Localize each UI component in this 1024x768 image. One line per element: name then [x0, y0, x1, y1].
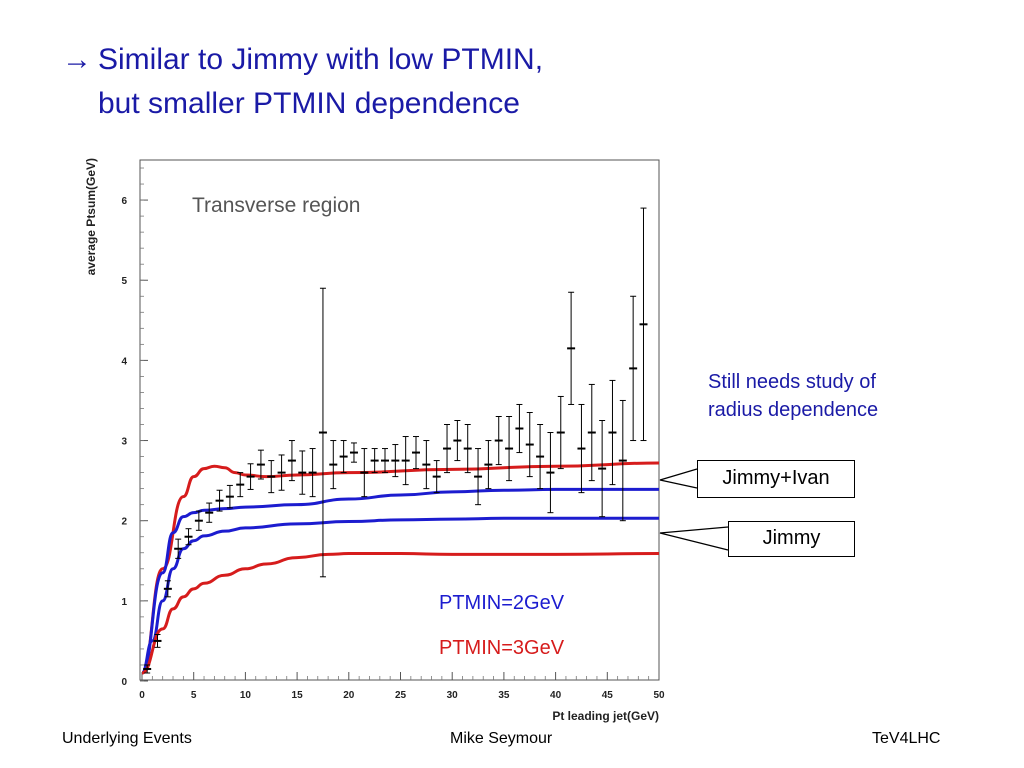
data-point: [163, 580, 172, 598]
y-axis-label: average Ptsum(GeV): [84, 158, 98, 275]
data-point: [184, 528, 193, 546]
x-tick-label: 0: [139, 690, 145, 701]
x-tick-label: 5: [191, 690, 197, 701]
data-point: [391, 444, 400, 478]
data-point: [225, 484, 234, 509]
y-tick-label: 4: [121, 356, 127, 367]
data-point: [236, 472, 245, 498]
data-point: [298, 450, 307, 495]
y-tick-label: 3: [121, 437, 127, 448]
x-tick-label: 30: [447, 690, 459, 701]
data-point: [608, 379, 617, 486]
annotation-line-2: radius dependence: [708, 399, 879, 421]
y-tick-label: 2: [121, 517, 127, 528]
data-point: [194, 510, 203, 531]
data-point: [308, 448, 317, 498]
data-point: [494, 415, 503, 466]
data-point: [505, 415, 514, 482]
footer-right: TeV4LHC: [872, 730, 941, 747]
data-point: [536, 424, 545, 490]
x-tick-label: 25: [395, 690, 407, 701]
data-point: [598, 420, 607, 518]
data-points: [143, 207, 648, 674]
callout-jimmy-label: Jimmy: [762, 527, 821, 549]
title-line-2: but smaller PTMIN dependence: [98, 87, 520, 120]
x-tick-label: 35: [498, 690, 510, 701]
slide-title: → Similar to Jimmy with low PTMIN, but sm…: [62, 38, 543, 126]
data-point: [215, 489, 224, 512]
curves: [140, 461, 660, 675]
x-tick-label: 10: [240, 690, 252, 701]
data-point: [174, 538, 183, 559]
legend-ptmin-2gev: PTMIN=2GeV: [439, 592, 565, 614]
y-tick-label: 5: [121, 276, 127, 287]
y-tick-label: 0: [121, 677, 127, 688]
data-point: [515, 403, 524, 454]
footer-center: Mike Seymour: [450, 730, 553, 747]
title-line-1: Similar to Jimmy with low PTMIN,: [98, 43, 544, 76]
data-point: [287, 440, 296, 482]
arrow-icon: →: [62, 43, 92, 76]
x-tick-label: 45: [602, 690, 614, 701]
data-point: [360, 448, 369, 498]
curve-line-2: [140, 516, 659, 675]
data-point: [318, 287, 327, 578]
curve-line-0: [140, 461, 660, 675]
data-point: [205, 502, 214, 523]
callout-jimmy-ivan: Jimmy+Ivan: [697, 460, 855, 498]
data-point: [339, 440, 348, 474]
callout-jimmy-ivan-label: Jimmy+Ivan: [722, 467, 830, 489]
data-point: [329, 440, 338, 490]
annotation-text: Still needs study of radius dependence: [708, 368, 938, 424]
data-point: [143, 664, 152, 674]
footer-left: Underlying Events: [62, 730, 192, 747]
data-point: [463, 424, 472, 474]
data-point: [267, 460, 276, 494]
x-tick-label: 20: [343, 690, 355, 701]
curve-line-1: [140, 487, 659, 675]
data-point: [153, 634, 162, 648]
data-point: [587, 383, 596, 482]
legend-ptmin-3gev: PTMIN=3GeV: [439, 637, 565, 659]
y-tick-label: 6: [121, 196, 127, 207]
callout-pointer-top: [659, 468, 698, 489]
y-tick-label: 1: [121, 597, 127, 608]
annotation-line-1: Still needs study of: [708, 371, 876, 393]
plot-frame: [139, 159, 660, 681]
callout-pointer-bottom: [659, 526, 729, 551]
x-axis-label: Pt leading jet(GeV): [552, 709, 659, 723]
data-point: [629, 295, 638, 442]
data-point: [401, 436, 410, 486]
data-point: [277, 454, 286, 491]
data-point: [443, 424, 452, 474]
x-tick-label: 50: [653, 690, 665, 701]
data-point: [422, 440, 431, 490]
data-point: [412, 436, 421, 470]
x-tick-label: 40: [550, 690, 562, 701]
data-point: [556, 395, 565, 470]
data-point: [380, 448, 389, 474]
data-point: [246, 463, 255, 490]
data-point: [349, 442, 358, 463]
data-point: [370, 448, 379, 474]
data-point: [256, 449, 265, 480]
data-point: [577, 403, 586, 494]
data-point: [546, 432, 555, 514]
data-point: [525, 411, 534, 478]
data-point: [618, 399, 627, 522]
callout-jimmy: Jimmy: [728, 521, 855, 557]
data-point: [567, 291, 576, 405]
chart-title: Transverse region: [192, 194, 360, 217]
data-point: [484, 440, 493, 490]
data-point: [432, 460, 441, 494]
data-point: [453, 420, 462, 462]
data-point: [474, 448, 483, 506]
curve-line-3: [141, 552, 660, 675]
data-point: [639, 207, 648, 442]
x-tick-label: 15: [292, 690, 304, 701]
